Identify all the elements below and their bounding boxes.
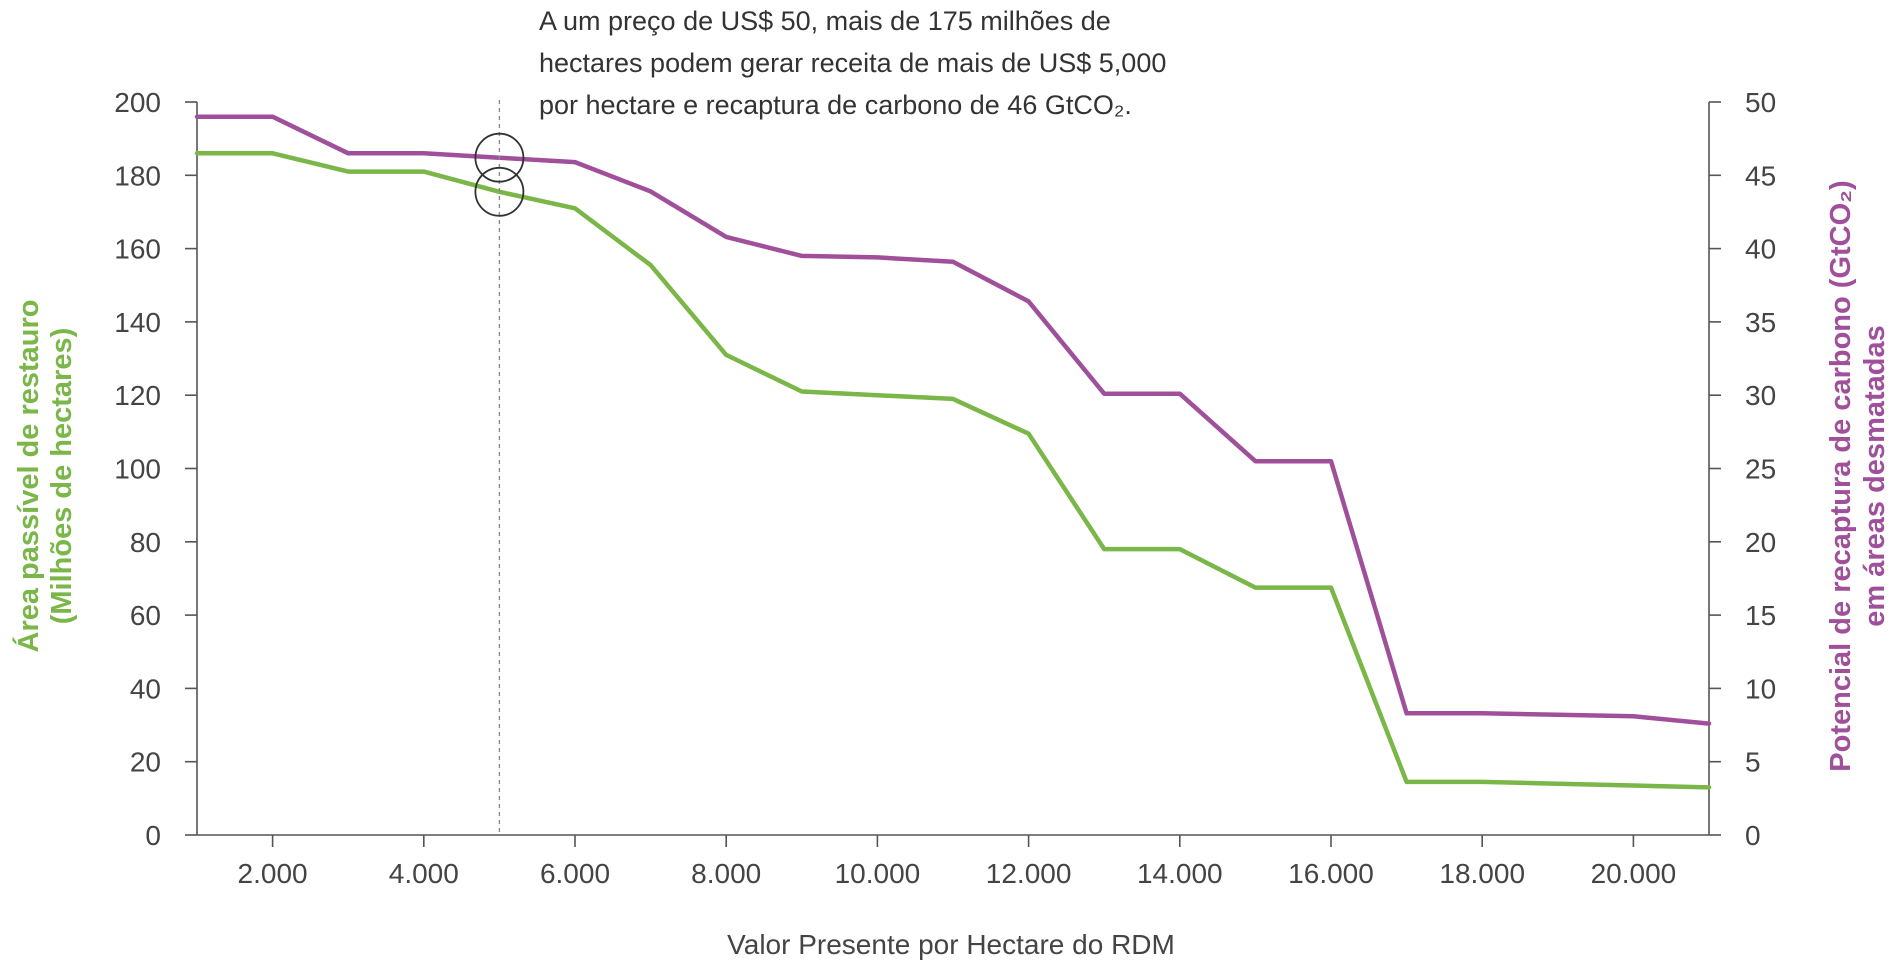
y-left-tick-label: 120 <box>114 380 161 411</box>
y-right-tick-label: 0 <box>1745 820 1761 851</box>
axes <box>196 102 1710 836</box>
y-right-tick-label: 40 <box>1745 234 1776 265</box>
y-right-tick-label: 30 <box>1745 380 1776 411</box>
y-right-tick-label: 10 <box>1745 673 1776 704</box>
annotation-text-line: hectares podem gerar receita de mais de … <box>539 48 1166 78</box>
y-left-tick-label: 0 <box>145 820 161 851</box>
x-axis-label: Valor Presente por Hectare do RDM <box>727 929 1175 960</box>
annotation-text-line: por hectare e recaptura de carbono de 46… <box>539 90 1132 120</box>
y-right-tick-label: 50 <box>1745 87 1776 118</box>
y-axis-right-label-line2: em áreas desmatadas <box>1859 325 1891 626</box>
y-axis-left-label: Área passível de restauro (Milhões de he… <box>11 299 78 652</box>
y-axis-right-ticks: 0 5 10 15 20 25 30 35 40 45 50 <box>1709 87 1776 851</box>
y-right-tick-label: 15 <box>1745 600 1776 631</box>
y-right-tick-label: 20 <box>1745 527 1776 558</box>
x-tick-label: 6.000 <box>540 858 610 889</box>
x-tick-label: 4.000 <box>389 858 459 889</box>
series-lines <box>194 114 1712 790</box>
y-right-tick-label: 5 <box>1745 747 1761 778</box>
y-left-tick-label: 180 <box>114 160 161 191</box>
x-tick-label: 2.000 <box>238 858 308 889</box>
x-axis-ticks: 2.000 4.000 6.000 8.000 10.000 12.000 14.000 16… <box>238 835 1677 889</box>
x-tick-label: 16.000 <box>1288 858 1374 889</box>
x-tick-label: 12.000 <box>986 858 1072 889</box>
y-left-tick-label: 200 <box>114 87 161 118</box>
annotation-text-line: A um preço de US$ 50, mais de 175 milhõe… <box>539 6 1111 36</box>
y-left-tick-label: 40 <box>130 673 161 704</box>
y-axis-left-ticks: 0 20 40 60 80 100 120 140 160 180 200 <box>114 87 197 851</box>
x-tick-label: 10.000 <box>835 858 921 889</box>
y-left-tick-label: 160 <box>114 234 161 265</box>
x-tick-label: 14.000 <box>1137 858 1223 889</box>
y-left-tick-label: 80 <box>130 527 161 558</box>
y-axis-left-label-line1: Área passível de restauro <box>11 299 45 652</box>
series-line-area <box>194 151 1712 790</box>
x-tick-label: 20.000 <box>1591 858 1677 889</box>
y-left-tick-label: 140 <box>114 307 161 338</box>
y-right-tick-label: 45 <box>1745 160 1776 191</box>
y-axis-right-label: Potencial de recaptura de carbono (GtCO₂… <box>1825 180 1891 771</box>
y-left-tick-label: 60 <box>130 600 161 631</box>
y-axis-left-label-line2: (Milhões de hectares) <box>46 328 78 625</box>
annotation-circle <box>474 132 525 183</box>
series-line-carbon <box>194 114 1712 726</box>
x-tick-label: 8.000 <box>691 858 761 889</box>
x-tick-label: 18.000 <box>1439 858 1525 889</box>
annotation: A um preço de US$ 50, mais de 175 milhõe… <box>474 6 1166 835</box>
y-left-tick-label: 20 <box>130 747 161 778</box>
annotation-circle <box>474 166 525 217</box>
y-right-tick-label: 25 <box>1745 454 1776 485</box>
y-right-tick-label: 35 <box>1745 307 1776 338</box>
y-axis-right-label-line1: Potencial de recaptura de carbono (GtCO₂… <box>1825 180 1857 771</box>
y-left-tick-label: 100 <box>114 454 161 485</box>
